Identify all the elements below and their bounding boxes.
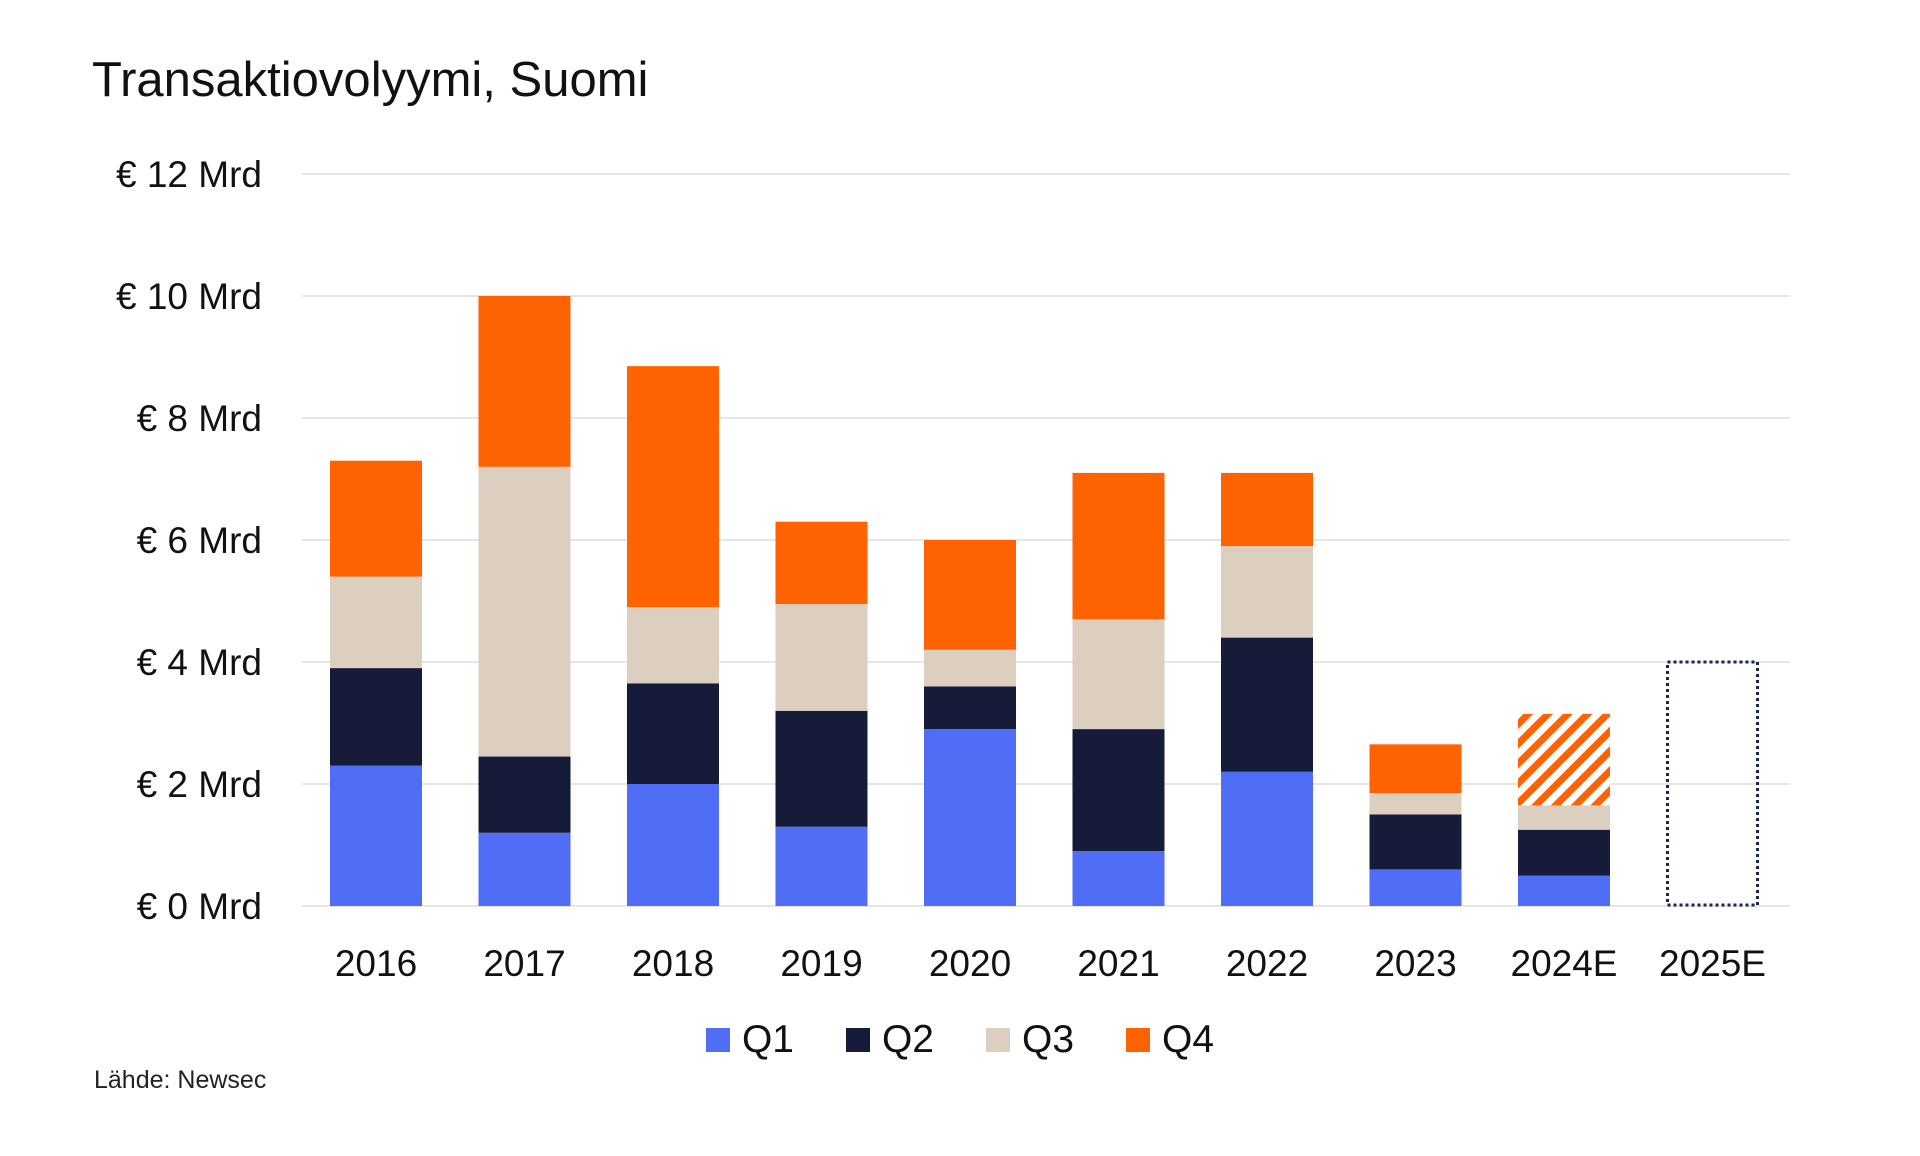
bar-q4-2021 bbox=[1072, 472, 1165, 620]
bar-q2-2021 bbox=[1072, 729, 1165, 852]
x-axis: 2016 2017 2018 2019 2020 2021 2022 2023 2024E 202… bbox=[335, 943, 1766, 984]
bar-q1-2023 bbox=[1369, 869, 1462, 906]
y-axis: € 0 Mrd € 2 Mrd € 4 Mrd € 6 Mrd € 8 Mrd € 10 … bbox=[116, 154, 262, 927]
bar-q4-2018 bbox=[627, 366, 719, 608]
x-tick-label: 2024E bbox=[1511, 943, 1618, 984]
bar-q3-2022 bbox=[1221, 546, 1313, 638]
bar-q3-2017 bbox=[478, 466, 571, 757]
bar-q4-2020 bbox=[924, 540, 1016, 650]
bar-q1-2016 bbox=[330, 765, 422, 906]
bars bbox=[330, 296, 1759, 907]
bar-q2-2020 bbox=[924, 686, 1016, 730]
x-tick-label: 2018 bbox=[632, 943, 714, 984]
bar-q1-2019 bbox=[775, 826, 868, 906]
bar-q2-2019 bbox=[775, 710, 868, 827]
bar-q4-2023 bbox=[1369, 744, 1462, 794]
y-tick-label: € 10 Mrd bbox=[116, 276, 262, 317]
bar-q4-2024e bbox=[1518, 713, 1610, 806]
bar-q1-2017 bbox=[478, 832, 571, 906]
bar-q3-2021 bbox=[1072, 619, 1165, 730]
x-tick-label: 2022 bbox=[1226, 943, 1308, 984]
bar-q3-2024e bbox=[1518, 805, 1610, 830]
legend-swatch bbox=[845, 1028, 870, 1052]
bar-q3-2018 bbox=[627, 607, 719, 684]
y-tick-label: € 4 Mrd bbox=[137, 642, 262, 683]
x-tick-label: 2016 bbox=[335, 943, 417, 984]
bar-q1-2020 bbox=[924, 729, 1016, 906]
y-tick-label: € 6 Mrd bbox=[137, 520, 262, 561]
legend: Q1 Q2 Q3 Q4 bbox=[0, 1018, 1920, 1062]
legend-item-q3: Q3 bbox=[986, 1018, 1074, 1062]
legend-label: Q4 bbox=[1162, 1018, 1215, 1061]
legend-label: Q1 bbox=[741, 1018, 794, 1061]
y-tick-label: € 2 Mrd bbox=[137, 764, 262, 805]
legend-swatch bbox=[1126, 1028, 1151, 1052]
bar-q2-2024e bbox=[1518, 829, 1610, 876]
bar-q2-2017 bbox=[478, 756, 571, 833]
bar-q1-2018 bbox=[627, 784, 719, 906]
bar-q2-2022 bbox=[1221, 637, 1313, 772]
bar-q3-2016 bbox=[330, 576, 422, 669]
x-tick-label: 2025E bbox=[1659, 943, 1766, 984]
legend-label: Q2 bbox=[881, 1018, 934, 1061]
bar-q4-2019 bbox=[775, 521, 868, 605]
bar-q3-2020 bbox=[924, 649, 1016, 687]
legend-label: Q3 bbox=[1022, 1018, 1075, 1061]
chart-title: Transaktiovolyymi, Suomi bbox=[92, 53, 649, 107]
y-tick-label: € 0 Mrd bbox=[137, 886, 262, 927]
bar-q1-2024e bbox=[1518, 875, 1610, 906]
legend-item-q1: Q1 bbox=[705, 1018, 794, 1062]
bar-q4-2016 bbox=[330, 460, 422, 577]
x-tick-label: 2017 bbox=[483, 943, 565, 984]
x-tick-label: 2019 bbox=[780, 943, 862, 984]
bar-outline-2025e bbox=[1666, 660, 1759, 907]
bar-q3-2019 bbox=[775, 604, 868, 711]
legend-item-q4: Q4 bbox=[1126, 1018, 1214, 1062]
bar-q1-2022 bbox=[1221, 771, 1313, 906]
x-tick-label: 2021 bbox=[1077, 943, 1159, 984]
x-tick-label: 2023 bbox=[1374, 943, 1456, 984]
bar-q3-2023 bbox=[1369, 793, 1462, 815]
bar-q4-2022 bbox=[1221, 472, 1313, 547]
bar-q4-2017 bbox=[478, 296, 571, 467]
bar-q1-2021 bbox=[1072, 851, 1165, 906]
y-tick-label: € 12 Mrd bbox=[116, 154, 262, 195]
source-note: Lähde: Newsec bbox=[94, 1066, 267, 1094]
legend-swatch bbox=[986, 1028, 1010, 1052]
x-tick-label: 2020 bbox=[929, 943, 1011, 984]
y-tick-label: € 8 Mrd bbox=[137, 398, 262, 439]
bar-q2-2018 bbox=[627, 683, 719, 784]
bar-q2-2016 bbox=[330, 668, 422, 766]
legend-swatch bbox=[705, 1028, 730, 1052]
legend-item-q2: Q2 bbox=[845, 1018, 934, 1062]
bar-q2-2023 bbox=[1369, 814, 1462, 870]
